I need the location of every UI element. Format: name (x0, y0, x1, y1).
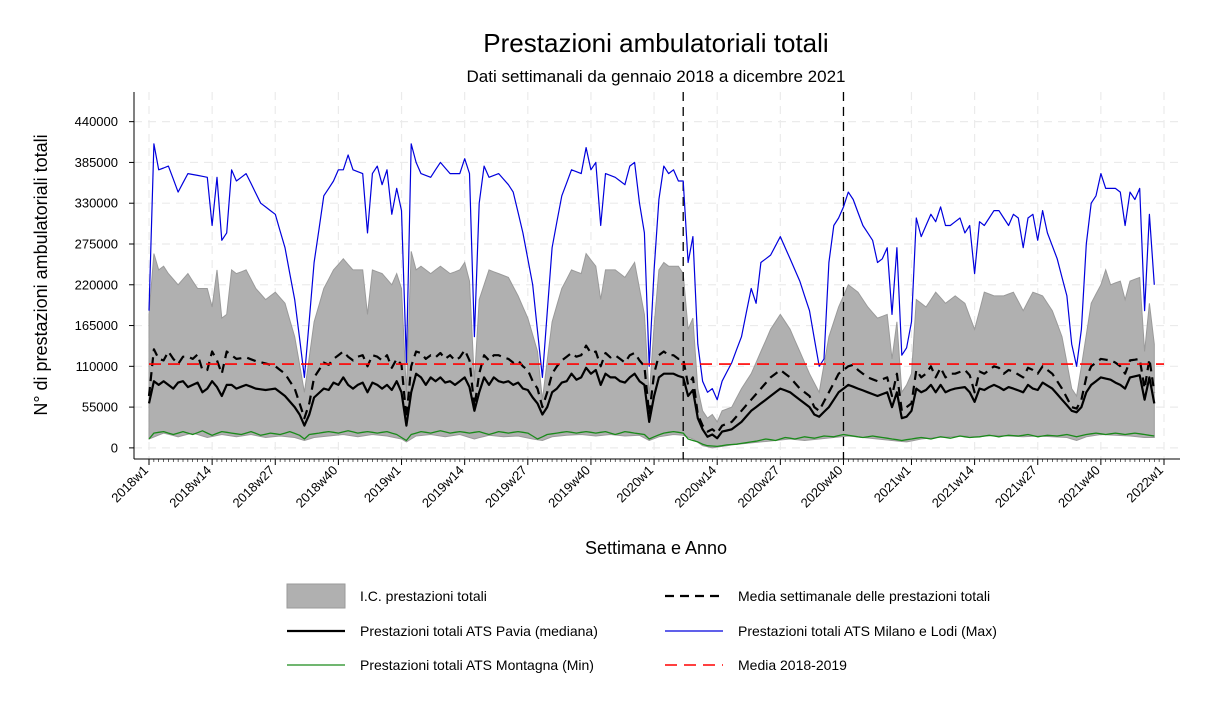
x-tick-label: 2019w14 (419, 463, 467, 511)
legend-label: Media 2018-2019 (738, 657, 847, 673)
y-tick-label: 0 (111, 440, 118, 455)
y-tick-label: 385000 (75, 155, 118, 170)
legend-label: I.C. prestazioni totali (360, 588, 487, 604)
y-tick-label: 220000 (75, 277, 118, 292)
x-tick-label: 2018w14 (166, 463, 214, 511)
x-tick-label: 2018w40 (293, 463, 341, 511)
y-tick-label: 165000 (75, 318, 118, 333)
legend-item-mean: Media settimanale delle prestazioni tota… (665, 588, 990, 604)
legend-item-min: Prestazioni totali ATS Montagna (Min) (287, 657, 594, 673)
x-tick-label: 2022w1 (1123, 463, 1166, 506)
y-tick-label: 440000 (75, 114, 118, 129)
legend-item-hline: Media 2018-2019 (665, 657, 847, 673)
legend-item-ci: I.C. prestazioni totali (286, 583, 487, 609)
x-tick-label: 2020w1 (613, 463, 656, 506)
series-mean-line (147, 344, 1156, 435)
x-tick-label: 2020w27 (735, 463, 783, 511)
y-tick-label: 55000 (82, 400, 118, 415)
x-axis-title: Settimana e Anno (585, 538, 727, 558)
x-tick-label: 2021w14 (929, 463, 977, 511)
grid (134, 92, 1180, 459)
series-ci-band (148, 251, 1155, 449)
legend-label: Prestazioni totali ATS Milano e Lodi (Ma… (738, 623, 997, 639)
x-tick-label: 2018w27 (229, 463, 277, 511)
x-tick-label: 2018w1 (108, 463, 151, 506)
x-tick-label: 2021w27 (992, 463, 1040, 511)
legend-label: Media settimanale delle prestazioni tota… (738, 588, 990, 604)
legend-swatch (286, 583, 346, 609)
x-tick-label: 2020w40 (798, 463, 846, 511)
x-tick-label: 2019w27 (482, 463, 530, 511)
chart-subtitle: Dati settimanali da gennaio 2018 a dicem… (467, 67, 846, 86)
legend-item-max: Prestazioni totali ATS Milano e Lodi (Ma… (665, 623, 997, 639)
x-tick-label: 2021w40 (1055, 463, 1103, 511)
series-max-line (148, 143, 1155, 401)
series-min-line (148, 430, 1155, 448)
x-tick-label: 2019w1 (361, 463, 404, 506)
legend: I.C. prestazioni totali Media settimanale… (286, 583, 997, 673)
x-tick-label: 2020w14 (671, 463, 719, 511)
chart-title: Prestazioni ambulatoriali totali (483, 28, 828, 58)
legend-item-median: Prestazioni totali ATS Pavia (mediana) (287, 623, 598, 639)
y-tick-label: 330000 (75, 196, 118, 211)
x-tick-label: 2019w40 (545, 463, 593, 511)
series-layer (147, 92, 1164, 459)
y-tick-label: 275000 (75, 236, 118, 251)
y-tick-label: 110000 (76, 359, 118, 374)
y-axis-title: N° di prestazioni ambulatoriali totali (31, 134, 51, 415)
legend-label: Prestazioni totali ATS Montagna (Min) (360, 657, 594, 673)
x-tick-label: 2021w1 (871, 463, 914, 506)
series-median-line (147, 366, 1156, 440)
legend-label: Prestazioni totali ATS Pavia (mediana) (360, 623, 598, 639)
